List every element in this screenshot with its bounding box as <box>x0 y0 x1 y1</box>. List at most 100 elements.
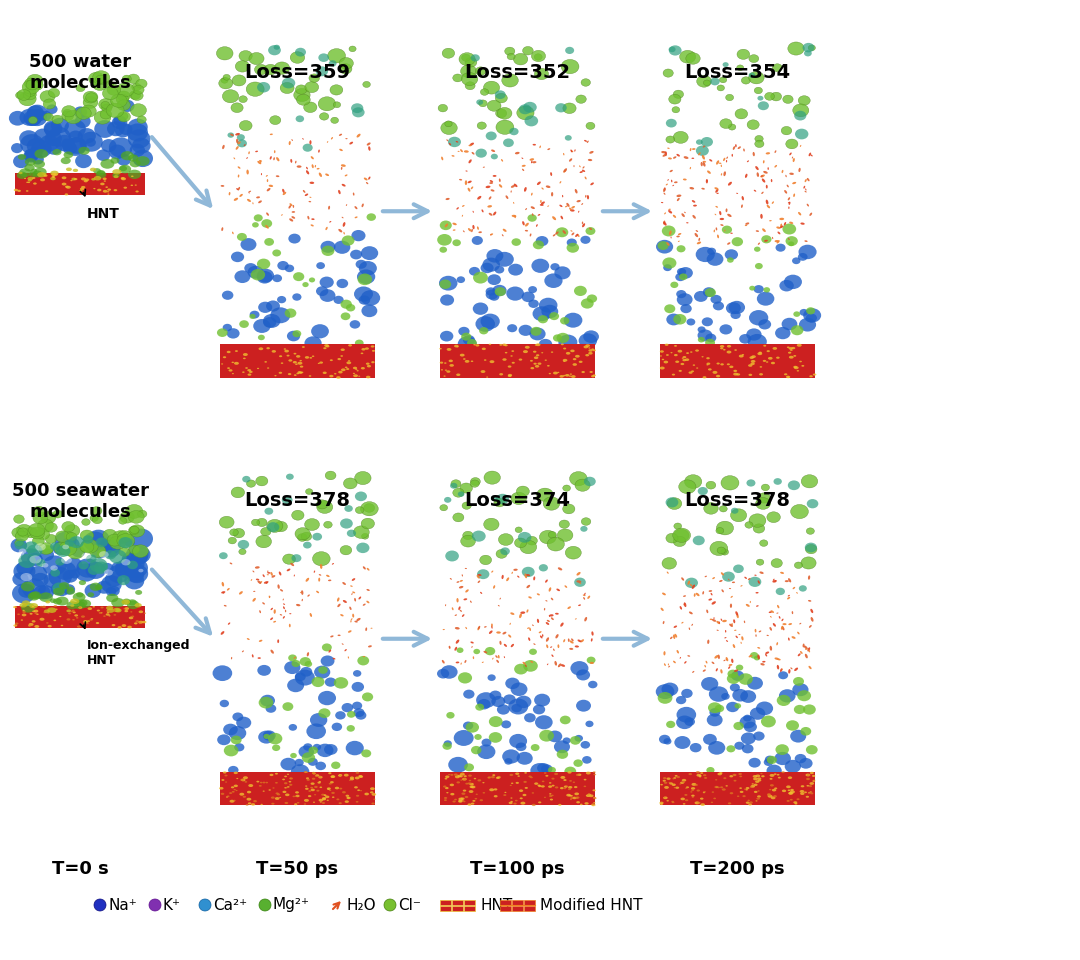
Ellipse shape <box>459 776 462 778</box>
Ellipse shape <box>694 784 698 786</box>
Ellipse shape <box>523 46 534 55</box>
Ellipse shape <box>323 794 325 796</box>
Ellipse shape <box>276 157 280 161</box>
Ellipse shape <box>480 327 488 334</box>
Ellipse shape <box>591 375 595 377</box>
Ellipse shape <box>478 231 482 233</box>
Ellipse shape <box>129 616 133 619</box>
Ellipse shape <box>266 781 268 783</box>
Ellipse shape <box>126 567 145 583</box>
Ellipse shape <box>370 791 374 794</box>
Ellipse shape <box>556 333 569 343</box>
Ellipse shape <box>253 800 257 803</box>
Ellipse shape <box>706 610 708 613</box>
Ellipse shape <box>577 802 580 804</box>
Ellipse shape <box>768 357 772 360</box>
Ellipse shape <box>462 614 464 617</box>
Ellipse shape <box>33 610 39 612</box>
Ellipse shape <box>530 326 542 336</box>
Ellipse shape <box>339 63 352 74</box>
Ellipse shape <box>489 293 499 300</box>
Ellipse shape <box>757 647 760 649</box>
Ellipse shape <box>737 49 750 60</box>
Ellipse shape <box>302 282 309 287</box>
Ellipse shape <box>755 635 757 636</box>
Ellipse shape <box>496 120 514 134</box>
Ellipse shape <box>489 213 492 216</box>
Ellipse shape <box>49 567 72 587</box>
Ellipse shape <box>297 362 302 365</box>
Ellipse shape <box>543 497 559 510</box>
Ellipse shape <box>13 562 36 581</box>
Ellipse shape <box>13 554 22 559</box>
Ellipse shape <box>347 530 356 537</box>
Ellipse shape <box>129 545 139 554</box>
Ellipse shape <box>792 612 793 614</box>
Ellipse shape <box>489 631 492 634</box>
Ellipse shape <box>542 780 544 782</box>
Ellipse shape <box>469 790 473 793</box>
Ellipse shape <box>237 188 239 190</box>
Ellipse shape <box>804 185 806 188</box>
Ellipse shape <box>548 365 550 367</box>
Ellipse shape <box>697 76 712 87</box>
Ellipse shape <box>556 750 568 758</box>
Ellipse shape <box>544 359 546 361</box>
Ellipse shape <box>767 204 770 208</box>
Ellipse shape <box>232 791 234 793</box>
Ellipse shape <box>127 130 150 149</box>
Ellipse shape <box>27 109 48 126</box>
Ellipse shape <box>118 626 122 629</box>
Ellipse shape <box>18 584 35 598</box>
Ellipse shape <box>51 583 65 595</box>
Ellipse shape <box>26 181 28 183</box>
Ellipse shape <box>684 602 687 607</box>
Ellipse shape <box>798 168 800 172</box>
Ellipse shape <box>79 190 83 192</box>
Ellipse shape <box>42 173 46 176</box>
Ellipse shape <box>465 722 480 732</box>
Ellipse shape <box>665 497 678 508</box>
Ellipse shape <box>266 225 269 228</box>
Ellipse shape <box>464 568 467 569</box>
Bar <box>15 174 145 195</box>
Ellipse shape <box>666 571 669 574</box>
Ellipse shape <box>364 504 375 513</box>
Ellipse shape <box>757 655 760 660</box>
Ellipse shape <box>541 352 543 353</box>
Ellipse shape <box>305 82 319 93</box>
Ellipse shape <box>774 752 791 765</box>
Ellipse shape <box>499 640 501 645</box>
Ellipse shape <box>666 314 681 325</box>
Ellipse shape <box>553 649 555 651</box>
Ellipse shape <box>281 214 283 216</box>
Ellipse shape <box>515 527 523 533</box>
Ellipse shape <box>739 634 741 636</box>
Ellipse shape <box>457 647 463 653</box>
Ellipse shape <box>676 650 679 654</box>
Ellipse shape <box>474 798 477 800</box>
Ellipse shape <box>97 610 100 612</box>
Ellipse shape <box>319 666 327 674</box>
Ellipse shape <box>243 353 247 356</box>
Ellipse shape <box>461 793 465 795</box>
Ellipse shape <box>302 138 303 139</box>
Ellipse shape <box>806 314 816 323</box>
Ellipse shape <box>720 786 724 788</box>
Ellipse shape <box>719 162 721 164</box>
Ellipse shape <box>660 355 662 356</box>
Ellipse shape <box>356 133 361 137</box>
Ellipse shape <box>76 564 97 582</box>
Ellipse shape <box>11 143 23 154</box>
Ellipse shape <box>748 364 753 367</box>
Ellipse shape <box>773 623 775 627</box>
Ellipse shape <box>554 773 558 775</box>
Ellipse shape <box>696 230 698 232</box>
Ellipse shape <box>726 702 739 712</box>
Ellipse shape <box>755 629 756 633</box>
Ellipse shape <box>804 705 815 714</box>
Ellipse shape <box>12 584 36 603</box>
Ellipse shape <box>802 643 805 647</box>
Ellipse shape <box>107 194 109 195</box>
Ellipse shape <box>311 324 329 338</box>
